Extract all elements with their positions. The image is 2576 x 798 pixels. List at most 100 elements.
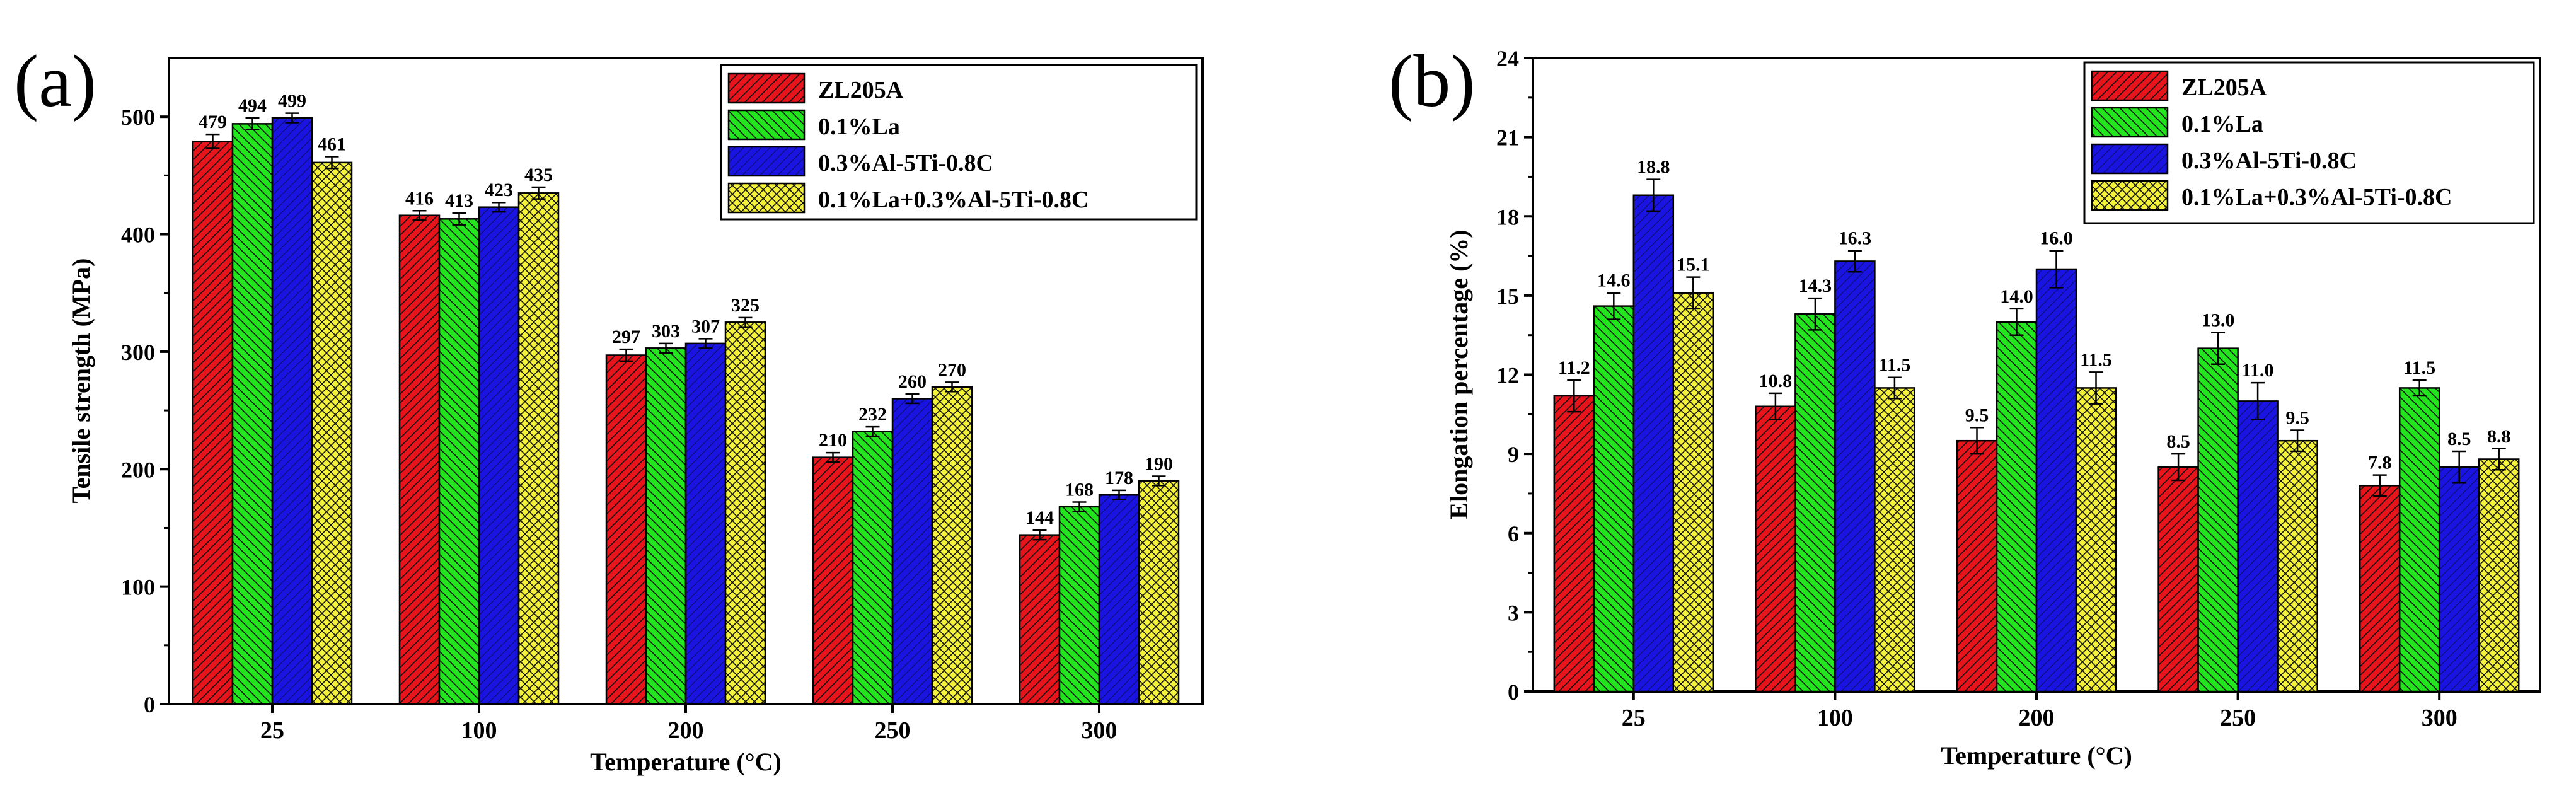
y-tick-label-a: 200 — [121, 457, 155, 482]
bar-b-0-3-al-5ti-0-8c-300 — [2438, 466, 2480, 693]
legend-swatch-b-zl205a — [2091, 70, 2169, 101]
data-label-a: 435 — [524, 165, 553, 185]
bar-a-0-3-al-5ti-0-8c-250 — [891, 398, 933, 705]
y-tick-label-a: 0 — [144, 692, 155, 717]
bar-a-0-1-la-0-3-al-5ti-0-8c-100 — [517, 192, 560, 705]
data-label-b: 13.0 — [2202, 310, 2235, 331]
error-bar-a — [659, 342, 673, 354]
bar-a-0-1-la-200 — [645, 347, 687, 705]
legend-label-b: 0.1%La — [2181, 111, 2263, 137]
legend-swatch-b-0-3-al-5ti-0-8c — [2091, 143, 2169, 175]
data-label-b: 8.5 — [2447, 429, 2471, 449]
data-label-b: 8.8 — [2487, 426, 2511, 447]
y-tick-label-b: 15 — [1496, 284, 1519, 309]
bar-a-0-3-al-5ti-0-8c-100 — [478, 206, 520, 705]
bar-b-zl205a-250 — [2157, 466, 2199, 693]
data-label-b: 9.5 — [1965, 405, 1989, 425]
bar-b-zl205a-200 — [1956, 439, 1998, 693]
y-tick-label-a: 500 — [121, 105, 155, 130]
bar-b-0-1-la-300 — [2398, 387, 2440, 693]
legend-label-b: ZL205A — [2181, 74, 2267, 101]
legend-swatch-a-zl205a — [727, 72, 806, 104]
data-label-a: 297 — [612, 327, 640, 347]
error-bar-b — [2171, 453, 2186, 482]
error-bar-b — [2089, 371, 2103, 405]
data-label-b: 9.5 — [2285, 407, 2309, 428]
bar-a-0-1-la-300 — [1058, 506, 1100, 705]
panel-label-a: (a) — [14, 40, 96, 122]
x-tick-label-a: 200 — [668, 717, 704, 744]
bars-b: 11.2 10.8 9.5 8.5 7.8 14.6 14.3 14.0 13.0 11.5 18.… — [1553, 157, 2520, 693]
bar-a-0-1-la-0-3-al-5ti-0-8c-250 — [931, 386, 973, 705]
y-tick-label-b: 24 — [1496, 46, 1519, 71]
bar-b-0-3-al-5ti-0-8c-100 — [1834, 260, 1876, 693]
error-bar-b — [2009, 308, 2024, 336]
error-bar-a — [1112, 489, 1126, 500]
bar-b-0-3-al-5ti-0-8c-200 — [2035, 268, 2077, 693]
data-label-a: 479 — [199, 112, 227, 132]
data-label-a: 168 — [1065, 479, 1094, 500]
data-label-b: 16.0 — [2040, 228, 2073, 249]
data-label-b: 11.5 — [2080, 349, 2112, 370]
legend-label-a: 0.3%Al-5Ti-0.8C — [818, 150, 993, 176]
data-label-b: 14.6 — [1597, 270, 1631, 291]
y-axis-label-b: Elongation percentage (%) — [1445, 229, 1473, 519]
legend-b: ZL205A 0.1%La 0.3%Al-5Ti-0.8C 0.1%La+0.3%Al… — [2083, 61, 2535, 224]
bar-b-0-1-la-0-3-al-5ti-0-8c-200 — [2075, 387, 2117, 693]
error-bar-b — [1970, 427, 1984, 455]
data-label-a: 260 — [898, 371, 927, 392]
data-label-b: 16.3 — [1839, 228, 1872, 249]
legend-label-b: 0.1%La+0.3%Al-5Ti-0.8C — [2181, 184, 2452, 211]
x-axis-a: 25 100 200 250 300 — [260, 704, 1118, 744]
x-axis-b: 25 100 200 250 300 — [1622, 691, 2458, 731]
bar-a-0-1-la-0-3-al-5ti-0-8c-300 — [1138, 480, 1180, 705]
error-bar-a — [245, 117, 260, 130]
bar-b-0-3-al-5ti-0-8c-25 — [1632, 194, 1675, 693]
chart-panel-a: (a) Tensile strength (MPa) Temperature (… — [14, 40, 1204, 776]
bar-a-zl205a-25 — [192, 141, 234, 705]
chart-panel-b: (b) Elongation percentage (%) Temperatur… — [1389, 40, 2541, 770]
data-label-b: 14.3 — [1799, 275, 1832, 296]
data-label-a: 178 — [1105, 468, 1133, 489]
x-tick-label-b: 300 — [2422, 705, 2458, 731]
panel-label-b: (b) — [1389, 40, 1476, 122]
y-tick-label-a: 100 — [121, 575, 155, 600]
data-label-a: 461 — [318, 134, 346, 155]
y-axis-label-a: Tensile strength (MPa) — [67, 258, 95, 504]
y-tick-label-b: 9 — [1508, 442, 1519, 467]
bar-a-0-1-la-25 — [231, 123, 274, 705]
x-tick-label-b: 200 — [2019, 705, 2055, 731]
error-bar-b — [2211, 332, 2226, 365]
bar-a-0-1-la-0-3-al-5ti-0-8c-200 — [724, 321, 766, 705]
y-axis-a: 0 100 200 300 400 500 — [121, 105, 169, 717]
data-label-a: 325 — [731, 295, 760, 316]
bar-a-0-3-al-5ti-0-8c-25 — [271, 117, 313, 705]
data-label-a: 307 — [691, 316, 720, 337]
data-label-b: 8.5 — [2166, 431, 2190, 452]
error-bar-a — [865, 425, 880, 437]
y-tick-label-a: 300 — [121, 340, 155, 365]
error-bar-b — [1686, 276, 1701, 310]
legend-swatch-a-0-1-la — [727, 109, 806, 141]
error-bar-a — [1072, 501, 1087, 512]
y-tick-label-b: 0 — [1508, 679, 1519, 705]
error-bar-a — [285, 112, 299, 124]
y-tick-label-b: 21 — [1496, 125, 1519, 151]
error-bar-b — [2492, 448, 2506, 471]
data-label-b: 7.8 — [2368, 453, 2392, 473]
error-bar-b — [1646, 178, 1661, 212]
error-bar-a — [492, 201, 506, 213]
bars-a: 479 416 297 210 144 494 413 303 232 168 499 423 307 2… — [192, 91, 1180, 705]
error-bar-a — [205, 133, 220, 149]
y-tick-label-b: 18 — [1496, 204, 1519, 229]
data-label-b: 10.8 — [1759, 371, 1793, 391]
bar-b-0-1-la-25 — [1593, 305, 1635, 693]
data-label-b: 14.0 — [2000, 286, 2033, 307]
error-bar-a — [452, 212, 466, 226]
bar-a-0-1-la-100 — [438, 218, 480, 705]
error-bar-a — [412, 210, 427, 221]
error-bar-a — [826, 451, 840, 463]
bar-b-0-1-la-250 — [2197, 347, 2239, 693]
data-label-a: 270 — [938, 359, 966, 380]
data-label-b: 11.0 — [2242, 360, 2274, 381]
